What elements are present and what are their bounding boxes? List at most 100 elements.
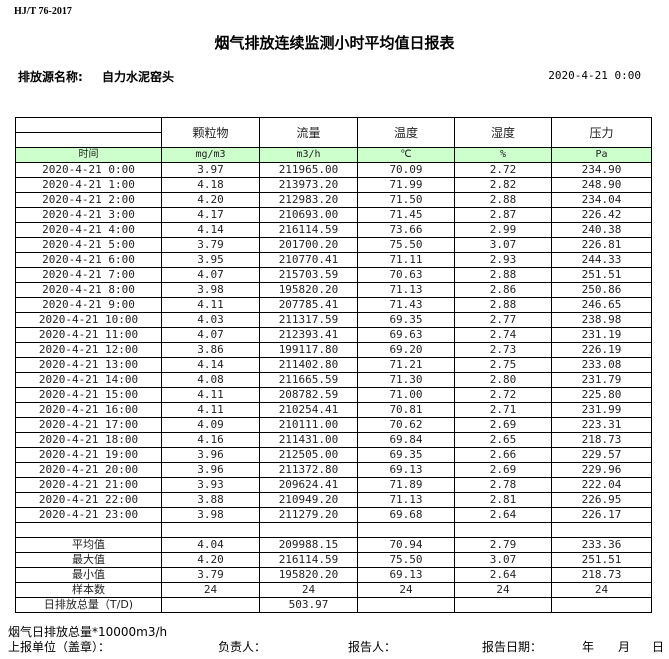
value-cell <box>454 597 552 613</box>
value-cell: 211965.00 <box>259 162 358 178</box>
value-cell: 218.73 <box>551 567 652 583</box>
summary-row: 样本数 24 24 24 24 24 <box>15 582 652 598</box>
value-cell: 233.08 <box>551 357 652 373</box>
value-cell: 231.79 <box>551 372 652 388</box>
value-cell: 24 <box>259 582 358 598</box>
value-cell: 213973.20 <box>259 177 358 193</box>
time-cell: 2020-4-21 17:00 <box>15 417 162 433</box>
value-cell: 4.11 <box>161 387 260 403</box>
value-cell: 69.20 <box>357 342 455 358</box>
year-label: 年 <box>582 640 595 654</box>
value-cell: 75.50 <box>357 552 455 568</box>
value-cell <box>161 597 260 613</box>
data-row: 2020-4-21 2:00 4.20 212983.20 71.50 2.88 234.… <box>15 192 652 208</box>
time-label: 时间 <box>15 147 162 163</box>
value-cell: 229.57 <box>551 447 652 463</box>
report-title: 烟气排放连续监测小时平均值日报表 <box>214 34 455 52</box>
value-cell: 71.45 <box>357 207 455 223</box>
time-cell: 2020-4-21 0:00 <box>15 162 162 178</box>
value-cell: 201700.20 <box>259 237 358 253</box>
value-cell: 246.65 <box>551 297 652 313</box>
value-cell: 2.80 <box>454 372 552 388</box>
responsible-label: 负责人： <box>218 640 267 654</box>
value-cell: 195820.20 <box>259 282 358 298</box>
unit-label: 上报单位（盖章）： <box>8 640 111 654</box>
value-cell: 4.14 <box>161 222 260 238</box>
value-cell: 24 <box>161 582 260 598</box>
value-cell: 211665.59 <box>259 372 358 388</box>
value-cell: 250.86 <box>551 282 652 298</box>
data-row: 2020-4-21 5:00 3.79 201700.20 75.50 3.07 226.… <box>15 237 652 253</box>
value-cell: 4.14 <box>161 357 260 373</box>
value-cell: 69.68 <box>357 507 455 523</box>
summary-row: 最小值 3.79 195820.20 69.13 2.64 218.73 <box>15 567 652 583</box>
value-cell: 2.99 <box>454 222 552 238</box>
value-cell: 69.35 <box>357 312 455 328</box>
time-cell: 2020-4-21 22:00 <box>15 492 162 508</box>
value-cell: 503.97 <box>259 597 358 613</box>
report-date: 2020-4-21 0:00 <box>548 69 641 82</box>
column-header: 温度 <box>357 117 455 148</box>
time-cell: 2020-4-21 9:00 <box>15 297 162 313</box>
data-row: 2020-4-21 4:00 4.14 216114.59 73.66 2.99 240.… <box>15 222 652 238</box>
value-cell: 69.35 <box>357 447 455 463</box>
data-row: 2020-4-21 7:00 4.07 215703.59 70.63 2.88 251.… <box>15 267 652 283</box>
value-cell: 70.94 <box>357 537 455 553</box>
value-cell: 71.50 <box>357 192 455 208</box>
blank-row <box>15 522 652 538</box>
value-cell: 69.63 <box>357 327 455 343</box>
time-cell: 2020-4-21 4:00 <box>15 222 162 238</box>
value-cell <box>357 522 455 538</box>
data-row: 2020-4-21 1:00 4.18 213973.20 71.99 2.82 248.… <box>15 177 652 193</box>
time-cell: 2020-4-21 21:00 <box>15 477 162 493</box>
summary-row: 日排放总量（T/D) 503.97 <box>15 597 652 613</box>
column-header: 湿度 <box>454 117 552 148</box>
value-cell: 2.77 <box>454 312 552 328</box>
value-cell: 2.78 <box>454 477 552 493</box>
value-cell: 69.13 <box>357 567 455 583</box>
value-cell: 2.79 <box>454 537 552 553</box>
value-cell: 2.66 <box>454 447 552 463</box>
value-cell: 2.65 <box>454 432 552 448</box>
value-cell: 209624.41 <box>259 477 358 493</box>
value-cell: 4.07 <box>161 327 260 343</box>
header-row: 颗粒物 流量 温度 湿度 压力 <box>15 117 652 148</box>
day-label: 日 <box>652 640 665 654</box>
data-row: 2020-4-21 12:00 3.86 199117.80 69.20 2.73 226… <box>15 342 652 358</box>
value-cell: 3.96 <box>161 462 260 478</box>
value-cell: 226.17 <box>551 507 652 523</box>
value-cell: 211372.80 <box>259 462 358 478</box>
value-cell: 2.88 <box>454 297 552 313</box>
data-row: 2020-4-21 13:00 4.14 211402.80 71.21 2.75 233… <box>15 357 652 373</box>
value-cell: 226.81 <box>551 237 652 253</box>
value-cell: 71.99 <box>357 177 455 193</box>
value-cell: 4.08 <box>161 372 260 388</box>
time-cell: 2020-4-21 12:00 <box>15 342 162 358</box>
value-cell: 195820.20 <box>259 567 358 583</box>
value-cell: 73.66 <box>357 222 455 238</box>
value-cell: 4.07 <box>161 267 260 283</box>
value-cell <box>357 597 455 613</box>
value-cell: 71.00 <box>357 387 455 403</box>
value-cell: 4.20 <box>161 192 260 208</box>
value-cell: 3.86 <box>161 342 260 358</box>
value-cell: 2.93 <box>454 252 552 268</box>
value-cell: 238.98 <box>551 312 652 328</box>
value-cell <box>161 522 260 538</box>
data-row: 2020-4-21 17:00 4.09 210111.00 70.62 2.69 223… <box>15 417 652 433</box>
data-row: 2020-4-21 0:00 3.97 211965.00 70.09 2.72 234.… <box>15 162 652 178</box>
report-date-label: 报告日期： <box>482 640 543 654</box>
time-cell: 2020-4-21 18:00 <box>15 432 162 448</box>
data-row: 2020-4-21 3:00 4.17 210693.00 71.45 2.87 226.… <box>15 207 652 223</box>
value-cell: 2.88 <box>454 267 552 283</box>
time-cell: 2020-4-21 13:00 <box>15 357 162 373</box>
data-row: 2020-4-21 20:00 3.96 211372.80 69.13 2.69 229… <box>15 462 652 478</box>
value-cell: 210254.41 <box>259 402 358 418</box>
value-cell: 3.98 <box>161 507 260 523</box>
value-cell <box>551 597 652 613</box>
corner-cell <box>15 117 162 148</box>
value-cell: 3.79 <box>161 237 260 253</box>
standard-code: HJ/T 76-2017 <box>14 6 72 17</box>
value-cell: 3.88 <box>161 492 260 508</box>
value-cell: 2.75 <box>454 357 552 373</box>
